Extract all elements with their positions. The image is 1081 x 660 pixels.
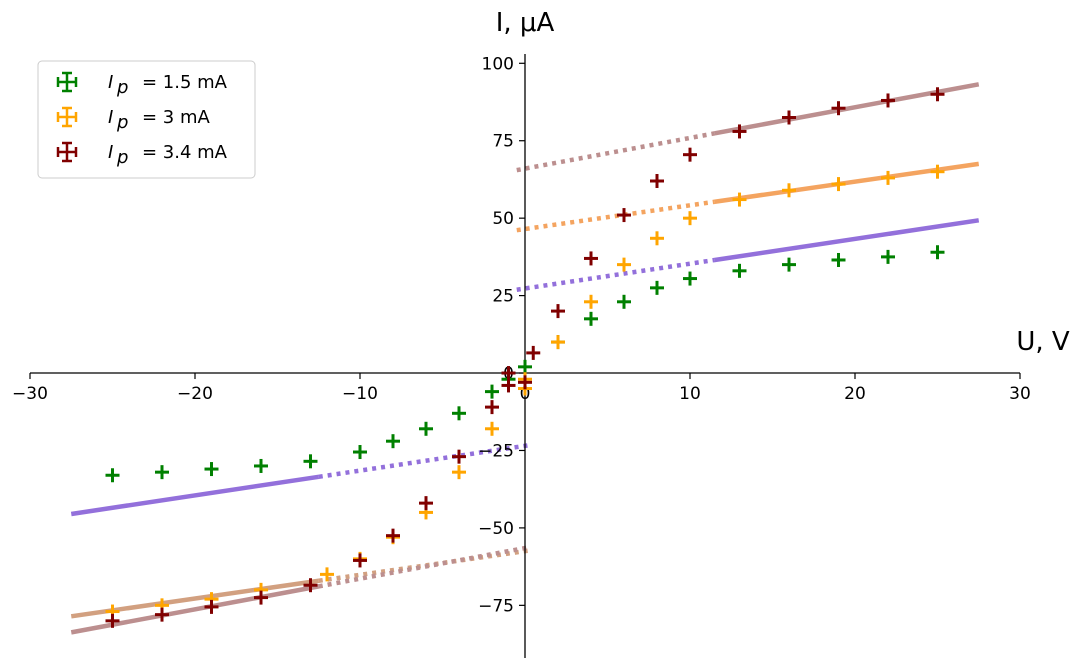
data-point — [881, 93, 895, 108]
legend-subscript: p — [116, 147, 128, 168]
data-point — [386, 434, 400, 449]
data-point — [204, 599, 219, 614]
y-tick-label: −25 — [478, 441, 514, 461]
data-point — [617, 294, 631, 309]
x-tick-label: 20 — [844, 384, 866, 404]
legend-label: = 3 mA — [142, 107, 211, 128]
data-point — [518, 359, 532, 374]
data-point — [419, 496, 433, 511]
legend-symbol: I — [108, 142, 113, 163]
data-point — [831, 101, 846, 116]
data-point — [650, 280, 664, 295]
x-tick-label: 30 — [1009, 384, 1031, 404]
data-point — [683, 147, 697, 162]
data-point — [353, 445, 367, 460]
data-point — [204, 462, 219, 477]
data-point — [501, 366, 516, 381]
data-point — [485, 400, 499, 415]
data-point — [303, 454, 318, 469]
data-point — [254, 458, 268, 473]
data-point — [105, 468, 120, 483]
fit-extrapolation-line — [516, 131, 716, 173]
x-axis-title: U, V — [1016, 327, 1070, 357]
data-point — [831, 177, 846, 192]
data-point — [617, 208, 631, 223]
data-point — [452, 449, 466, 464]
ticks: −30−20−100102030−75−50−250255075100 — [12, 54, 1031, 616]
data-point — [683, 271, 697, 286]
data-point — [386, 528, 400, 543]
data-point — [485, 384, 499, 399]
y-tick-label: −75 — [478, 596, 514, 616]
data-point — [155, 465, 169, 480]
data-point — [353, 553, 367, 568]
data-point — [732, 192, 747, 207]
data-point — [155, 607, 169, 622]
data-point — [930, 245, 945, 260]
legend-label: = 3.4 mA — [142, 142, 228, 163]
y-tick-label: 50 — [492, 209, 514, 229]
fit-line — [714, 218, 980, 263]
data-point — [782, 110, 796, 125]
data-point — [501, 378, 516, 393]
data-point — [254, 590, 268, 605]
data-point — [782, 183, 796, 198]
data-point — [683, 211, 697, 226]
data-point — [650, 173, 664, 188]
data-point — [881, 249, 895, 264]
data-point — [782, 257, 796, 272]
fit-line — [70, 474, 320, 517]
y-tick-label: −50 — [478, 519, 514, 539]
y-tick-label: 25 — [492, 287, 514, 307]
data-point — [732, 263, 747, 278]
fit-extrapolation-line — [516, 199, 716, 233]
data-point — [105, 613, 120, 628]
data-point — [584, 251, 598, 266]
fit-line — [714, 82, 980, 136]
legend-frame — [37, 60, 256, 179]
data-point — [485, 421, 499, 436]
x-tick-label: −20 — [177, 384, 213, 404]
fit-extrapolation-line — [516, 257, 716, 292]
data-point — [617, 257, 631, 272]
legend-label: = 1.5 mA — [142, 72, 228, 93]
legend-subscript: p — [116, 112, 128, 133]
data-point — [930, 164, 945, 179]
data-point — [526, 345, 541, 360]
legend-symbol: I — [108, 72, 113, 93]
data-point — [419, 421, 433, 436]
data-point — [584, 294, 598, 309]
y-tick-label: 75 — [492, 132, 514, 152]
fit-extrapolation-line — [318, 544, 531, 589]
data-point — [881, 170, 895, 185]
data-point — [303, 578, 318, 593]
data-point — [452, 406, 466, 421]
legend-symbol: I — [108, 107, 113, 128]
data-point — [732, 124, 747, 139]
data-point — [551, 335, 565, 350]
x-tick-label: −30 — [12, 384, 48, 404]
y-tick-label: 100 — [482, 54, 514, 74]
data-points — [105, 87, 945, 628]
x-tick-label: −10 — [342, 384, 378, 404]
data-point — [518, 375, 532, 390]
y-axis-title: I, μA — [496, 8, 555, 38]
legend-subscript: p — [116, 77, 128, 98]
data-point — [650, 231, 664, 246]
data-point — [831, 252, 846, 267]
data-point — [930, 87, 945, 102]
data-point — [551, 304, 565, 319]
fit-line — [714, 161, 980, 204]
x-tick-label: 10 — [679, 384, 701, 404]
data-point — [584, 311, 598, 326]
data-point — [320, 567, 334, 582]
data-point — [452, 465, 466, 480]
